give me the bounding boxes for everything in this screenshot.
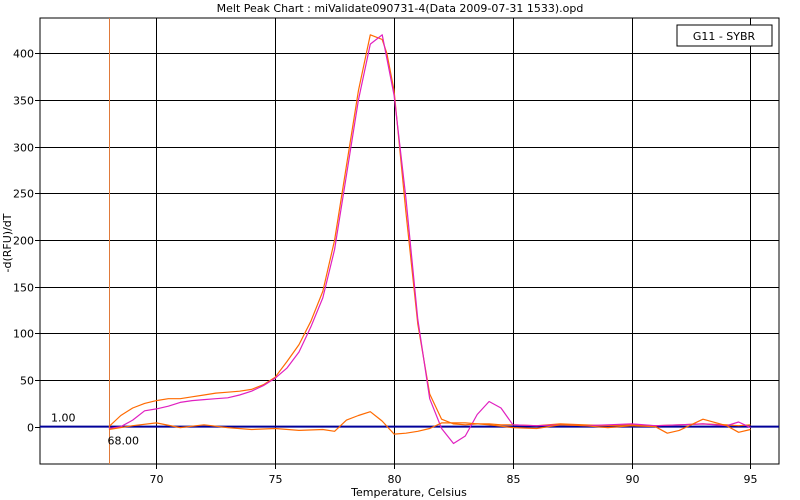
x-tick-label: 90 (626, 473, 640, 486)
series-group (108, 34, 751, 445)
y-tick-label: 50 (20, 375, 34, 388)
x-tick-label: 75 (269, 473, 283, 486)
y-tick-label: 200 (13, 235, 34, 248)
x-tick-label: 80 (388, 473, 402, 486)
y-tick-label: 0 (27, 422, 34, 435)
x-tick-label: 85 (507, 473, 521, 486)
legend-box (676, 24, 773, 47)
y-tick-label: 150 (13, 282, 34, 295)
legend: G11 - SYBR (676, 24, 773, 47)
series-line-3 (108, 411, 751, 435)
y-tick-label: 350 (13, 95, 34, 108)
x-axis-title: Temperature, Celsius (350, 486, 467, 499)
chart-title: Melt Peak Chart : miValidate090731-4(Dat… (217, 2, 584, 15)
y-tick-label: 300 (13, 142, 34, 155)
y-tick-label: 250 (13, 188, 34, 201)
y-tick-label: 100 (13, 328, 34, 341)
temperature-marker-label: 68.00 (108, 435, 140, 448)
threshold-label: 1.00 (51, 412, 76, 425)
y-axis-ticks: 0 50 100 150 200 250 300 350 400 (13, 48, 40, 435)
x-tick-label: 70 (150, 473, 164, 486)
legend-label: G11 - SYBR (693, 30, 756, 43)
x-axis-ticks: 70 75 80 85 90 95 (150, 464, 758, 486)
x-tick-label: 95 (744, 473, 758, 486)
marker-line-group: 68.00 (108, 18, 140, 464)
series-line-2 (108, 34, 751, 445)
y-axis-title: -d(RFU)/dT (1, 213, 14, 272)
y-tick-label: 400 (13, 48, 34, 61)
